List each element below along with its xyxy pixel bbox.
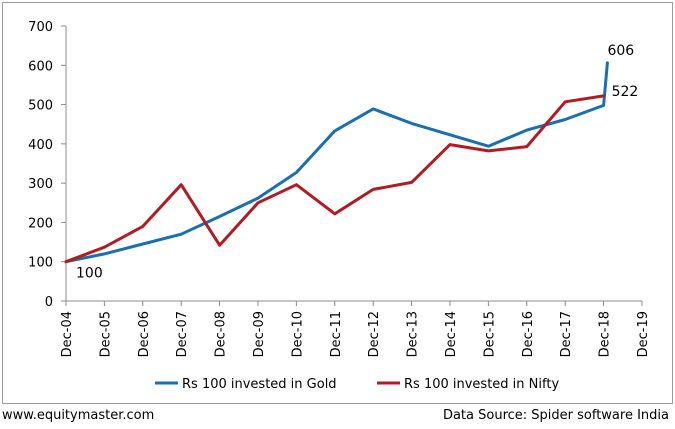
x-tick-label: Dec-05 xyxy=(98,311,113,357)
x-tick-label: Dec-06 xyxy=(137,311,152,357)
y-tick-label: 300 xyxy=(28,177,53,192)
y-tick-label: 200 xyxy=(28,216,53,231)
chart-frame xyxy=(2,2,673,404)
legend-label-gold: Rs 100 invested in Gold xyxy=(182,377,337,392)
data-label: 606 xyxy=(607,43,634,59)
data-source-note: Data Source: Spider software India xyxy=(442,408,669,423)
x-tick-label: Dec-15 xyxy=(482,311,497,357)
y-tick-label: 500 xyxy=(28,99,53,114)
y-tick-label: 100 xyxy=(28,256,53,271)
x-tick-label: Dec-13 xyxy=(406,311,421,357)
data-label: 100 xyxy=(76,266,103,282)
data-label: 522 xyxy=(612,84,639,100)
series-line-nifty xyxy=(64,94,606,264)
x-tick-label: Dec-18 xyxy=(598,311,613,357)
x-tick-label: Dec-17 xyxy=(559,311,574,357)
x-tick-label: Dec-19 xyxy=(636,311,651,357)
x-tick-label: Dec-10 xyxy=(290,311,305,357)
line-chart: 0 100 200 300 400 500 600 700 Dec-04 Dec-05 Dec-06… xyxy=(28,20,651,392)
x-tick-label: Dec-14 xyxy=(444,311,459,357)
series-line-gold xyxy=(64,61,609,264)
x-tick-label: Dec-09 xyxy=(252,311,267,357)
y-tick-label: 600 xyxy=(28,59,53,74)
x-tick-label: Dec-12 xyxy=(367,311,382,357)
legend-label-nifty: Rs 100 invested in Nifty xyxy=(404,377,559,392)
x-tick-label: Dec-11 xyxy=(329,311,344,357)
x-tick-label: Dec-16 xyxy=(521,311,536,357)
y-tick-label: 400 xyxy=(28,138,53,153)
source-website: www.equitymaster.com xyxy=(2,408,155,423)
y-tick-label: 0 xyxy=(45,295,53,310)
x-tick-label: Dec-04 xyxy=(60,311,75,357)
x-tick-label: Dec-08 xyxy=(214,311,229,357)
y-tick-label: 700 xyxy=(28,20,53,35)
x-tick-label: Dec-07 xyxy=(175,311,190,357)
